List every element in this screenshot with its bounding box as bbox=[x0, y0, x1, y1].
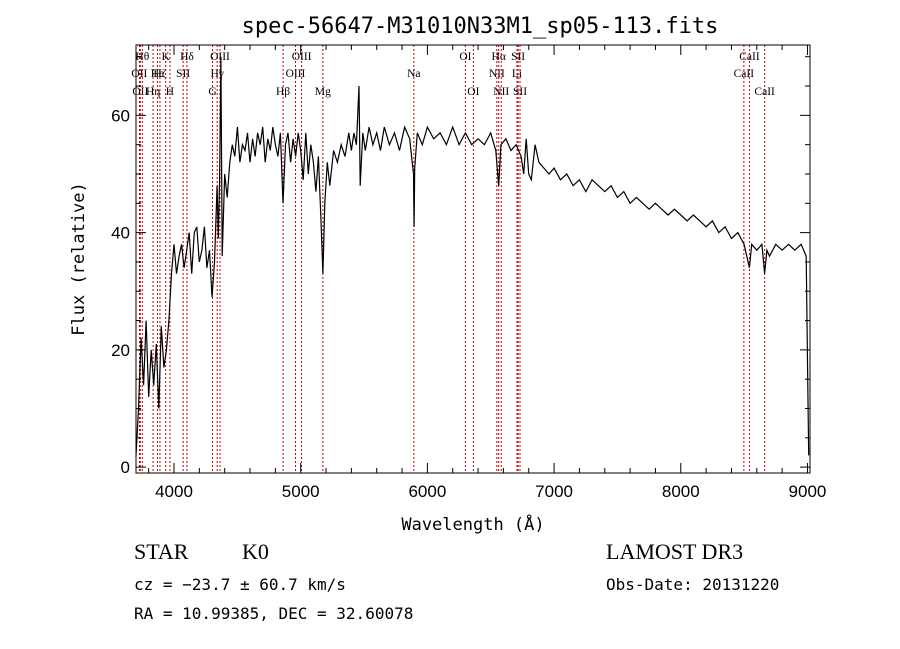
line-label: Hθ bbox=[135, 51, 149, 63]
line-label: NII bbox=[493, 86, 509, 98]
observation-date: Obs-Date: 20131220 bbox=[606, 575, 780, 594]
object-subclass: K0 bbox=[242, 539, 269, 564]
line-label: Hβ bbox=[276, 86, 290, 98]
line-label: H bbox=[166, 86, 174, 98]
line-label: OIII bbox=[286, 68, 306, 80]
x-tick-label: 4000 bbox=[155, 482, 193, 501]
plot-frame bbox=[135, 44, 811, 474]
y-tick-label: 60 bbox=[111, 106, 130, 125]
line-label: Hζ bbox=[153, 68, 166, 80]
coordinates: RA = 10.99385, DEC = 32.60078 bbox=[134, 604, 414, 623]
line-label: Hδ bbox=[180, 51, 194, 63]
line-label: G bbox=[208, 86, 216, 98]
line-label: Mg bbox=[315, 86, 331, 98]
y-axis-label: Flux (relative) bbox=[69, 182, 89, 336]
axes-layer: 4000 5000 6000 7000 8000 9000 0 20 40 60 bbox=[111, 45, 826, 501]
object-class: STAR bbox=[134, 539, 189, 564]
line-label: SII bbox=[513, 86, 527, 98]
x-tick-label: 9000 bbox=[789, 482, 827, 501]
line-label: SII bbox=[176, 68, 190, 80]
emission-lines-layer: OIIOIIHθHηHeHζKHSIIHδGHγOIIIHβOIIIOIIIMg… bbox=[131, 45, 775, 473]
y-tick-label: 20 bbox=[111, 341, 130, 360]
line-label: Hη bbox=[146, 86, 160, 98]
chart-title: spec-56647-M31010N33M1_sp05-113.fits bbox=[242, 14, 719, 39]
line-label: CaII bbox=[734, 68, 755, 80]
line-label: Hα bbox=[492, 51, 506, 63]
line-label: K bbox=[161, 51, 170, 63]
line-label: Hγ bbox=[211, 68, 224, 80]
spectrum-line bbox=[135, 56, 810, 456]
y-tick-label: 40 bbox=[111, 224, 130, 243]
x-tick-label: 7000 bbox=[535, 482, 573, 501]
line-label: OI bbox=[467, 86, 479, 98]
line-label: OII bbox=[131, 68, 147, 80]
redshift-cz: cz = −23.7 ± 60.7 km/s bbox=[134, 575, 346, 594]
line-label: CaII bbox=[754, 86, 775, 98]
line-label: OIII bbox=[292, 51, 312, 63]
line-label: CaII bbox=[739, 51, 760, 63]
survey-name: LAMOST DR3 bbox=[606, 539, 744, 564]
line-label: SII bbox=[511, 51, 525, 63]
line-label: OI bbox=[459, 51, 471, 63]
line-label: OIII bbox=[210, 51, 230, 63]
line-label: He bbox=[151, 68, 164, 80]
x-tick-label: 6000 bbox=[408, 482, 446, 501]
x-tick-label: 8000 bbox=[662, 482, 700, 501]
x-tick-label: 5000 bbox=[282, 482, 320, 501]
x-axis-label: Wavelength (Å) bbox=[401, 513, 544, 535]
line-label: NII bbox=[489, 68, 505, 80]
y-tick-label: 0 bbox=[121, 458, 130, 477]
line-label: Li bbox=[512, 68, 522, 80]
line-label: Na bbox=[407, 68, 420, 80]
